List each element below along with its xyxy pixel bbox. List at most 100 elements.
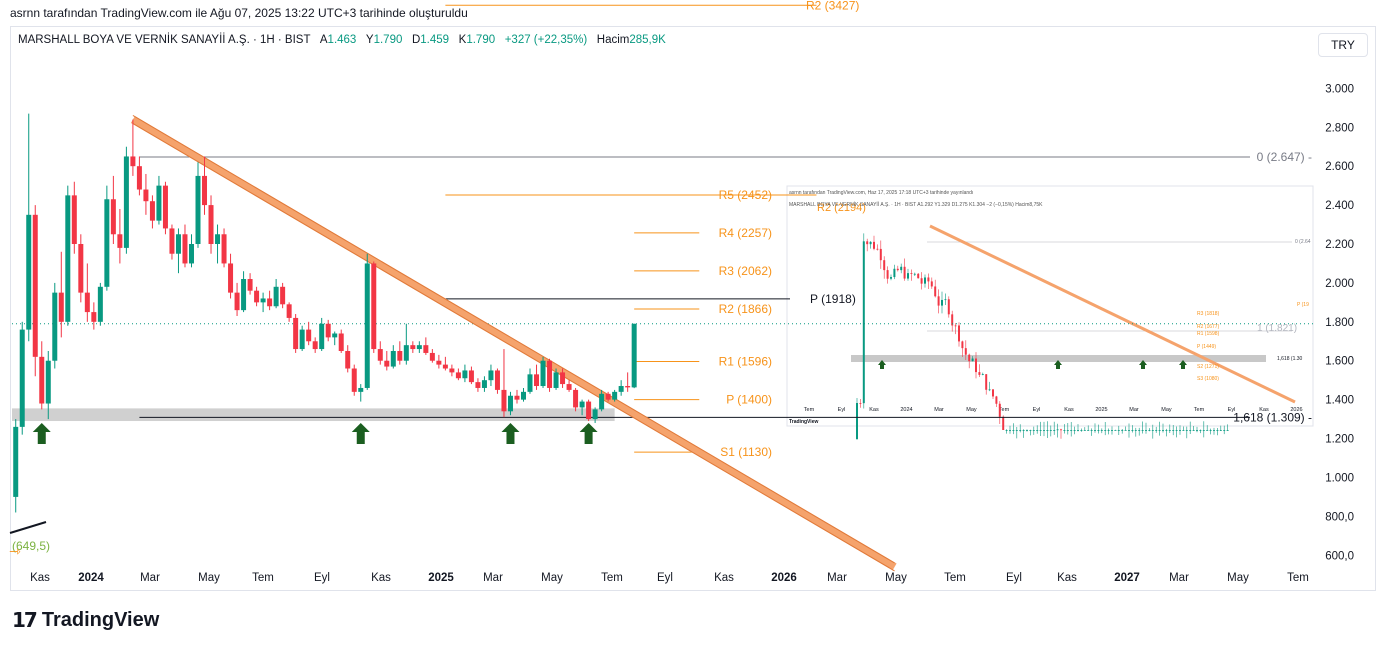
y-axis-tick: 2.800: [1325, 122, 1354, 134]
inset-x-tick: Tem: [1194, 407, 1205, 413]
x-axis-tick: Mar: [140, 572, 160, 584]
inset-candle: [1114, 430, 1117, 431]
x-axis-tick: Mar: [1169, 572, 1189, 584]
fib-level-label: 1,618 (1.309) -: [1233, 410, 1312, 424]
inset-level-label: 1,618 (1.30: [1277, 356, 1303, 362]
inset-candle: [1213, 430, 1215, 431]
x-axis-tick: 2026: [771, 572, 797, 584]
trendline: [130, 116, 897, 571]
x-axis-tick: May: [1227, 572, 1249, 584]
candle: [136, 166, 142, 190]
close-key: K: [458, 34, 467, 46]
candle: [371, 263, 377, 350]
inset-candle: [903, 266, 906, 279]
inset-candle: [1066, 430, 1069, 431]
candle: [488, 370, 494, 381]
inset-candle: [941, 299, 943, 306]
x-axis-tick: Tem: [601, 572, 623, 584]
chart-frame: [10, 26, 1376, 591]
inset-candle: [1134, 430, 1137, 431]
tradingview-wordmark: TradingView: [41, 608, 160, 631]
inset-candle: [900, 266, 903, 271]
candle: [188, 244, 194, 264]
inset-candle: [1100, 430, 1103, 431]
candle: [560, 372, 566, 385]
candle: [156, 185, 162, 221]
x-axis-tick: Kas: [714, 572, 734, 584]
inset-candle: [1199, 430, 1202, 431]
inset-candle: [1121, 430, 1124, 431]
inset-candle: [968, 354, 971, 362]
candle: [130, 156, 136, 167]
inset-candle: [1155, 430, 1158, 431]
y-axis-tick: 1.800: [1325, 317, 1354, 329]
currency-button[interactable]: TRY: [1318, 33, 1368, 57]
x-axis-tick: Tem: [944, 572, 966, 584]
low-key: D: [411, 34, 421, 46]
candle: [247, 279, 253, 291]
fib-level-label: 0 (2.647) -: [1257, 150, 1312, 164]
candle: [547, 360, 553, 388]
inset-candle: [1097, 430, 1100, 431]
inset-x-tick: Kas: [1259, 407, 1269, 413]
inset-candle: [1053, 430, 1056, 431]
inset-up-arrow-icon: [878, 360, 886, 369]
y-axis-tick: 1.000: [1325, 472, 1354, 484]
x-axis-tick: Eyl: [314, 572, 330, 584]
candle: [32, 214, 38, 357]
candle: [481, 380, 487, 388]
candle: [175, 234, 181, 254]
inset-candle: [1019, 430, 1022, 431]
inset-candle: [1138, 430, 1141, 431]
up-arrow-icon: [32, 423, 51, 445]
inset-level-label: 1 (1.821): [1257, 323, 1297, 334]
inset-candle: [869, 241, 872, 245]
inset-level-label: R2 (1677): [1197, 324, 1220, 330]
candle: [462, 370, 468, 379]
inset-trendline: [929, 224, 1296, 404]
candle: [397, 351, 403, 361]
inset-level-label: R1 (1598): [1197, 331, 1220, 337]
candle: [267, 298, 273, 307]
tradingview-logo-icon: 17: [12, 608, 38, 632]
trendline-edge: [132, 115, 895, 564]
inset-candle: [1077, 430, 1079, 431]
inset-candle: [1117, 430, 1120, 431]
inset-candle: [910, 273, 913, 274]
candle: [605, 393, 611, 400]
candle: [241, 279, 247, 311]
candle: [455, 372, 461, 379]
candle: [566, 384, 572, 390]
inset-candle: [1189, 430, 1192, 431]
pivot-level-label: R2 (1866): [719, 302, 772, 316]
candle: [364, 263, 370, 388]
tradingview-brand[interactable]: 17 TradingView: [12, 608, 159, 632]
pivot-label: P (1918): [810, 292, 856, 306]
candle: [384, 360, 390, 367]
inset-candle: [1182, 430, 1185, 431]
candle: [208, 205, 214, 244]
candle: [423, 345, 429, 353]
inset-candle: [1131, 430, 1134, 431]
y-axis-tick: 600,0: [1325, 550, 1354, 562]
candle: [325, 323, 331, 338]
inset-level-label: P (1449): [1197, 344, 1216, 350]
inset-candle: [1219, 430, 1222, 431]
inset-up-arrow-icon: [1139, 360, 1147, 369]
inset-candle: [1094, 430, 1096, 431]
inset-candle: [886, 270, 889, 279]
candle: [553, 372, 559, 388]
inset-x-tick: Eyl: [1033, 407, 1041, 413]
x-axis-tick: Mar: [483, 572, 503, 584]
inset-candle: [1107, 430, 1110, 431]
inset-up-arrow-icon: [1179, 360, 1187, 369]
inset-candle: [859, 403, 862, 404]
candle: [254, 290, 260, 303]
inset-candle: [1209, 430, 1212, 431]
inset-candle: [1223, 430, 1226, 431]
inset-candle: [1049, 430, 1052, 431]
candle: [442, 364, 448, 369]
inset-candle: [1032, 430, 1035, 431]
candle: [195, 175, 201, 244]
